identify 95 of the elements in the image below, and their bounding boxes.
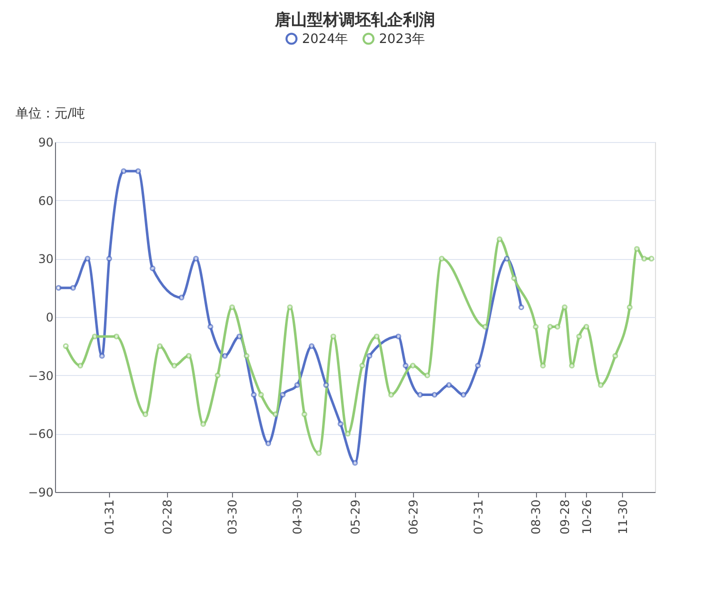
legend-label: 2023年 bbox=[379, 32, 426, 47]
point bbox=[359, 362, 366, 368]
point bbox=[634, 246, 640, 252]
point bbox=[410, 362, 416, 368]
point bbox=[424, 372, 430, 378]
point bbox=[214, 372, 221, 378]
point bbox=[366, 353, 372, 359]
point bbox=[568, 362, 575, 368]
x-tick-label: 11-30 bbox=[616, 500, 630, 534]
y-axis-title: 单位：元/吨 bbox=[16, 106, 85, 122]
x-tick-label: 09-28 bbox=[558, 500, 572, 534]
point bbox=[77, 362, 84, 368]
point bbox=[280, 392, 286, 398]
point bbox=[142, 411, 148, 418]
point bbox=[460, 392, 466, 398]
x-tick-label: 02-28 bbox=[160, 500, 175, 534]
y-tick-label: −60 bbox=[28, 427, 54, 442]
point bbox=[352, 460, 358, 466]
chart-title: 唐山型材调坯轧企利润 bbox=[274, 10, 435, 29]
point bbox=[92, 334, 98, 340]
point bbox=[178, 294, 184, 300]
point bbox=[547, 324, 554, 330]
point bbox=[532, 324, 539, 330]
legend-label: 2024年 bbox=[302, 32, 348, 47]
point bbox=[302, 411, 308, 418]
y-tick-label: −90 bbox=[28, 486, 54, 500]
x-tick-label: 08-30 bbox=[529, 500, 544, 534]
point bbox=[648, 256, 654, 262]
point bbox=[504, 256, 510, 262]
point bbox=[338, 421, 344, 427]
point bbox=[294, 382, 300, 388]
point bbox=[612, 353, 618, 359]
point bbox=[265, 440, 272, 446]
x-tick-label: 01-31 bbox=[102, 500, 117, 534]
point bbox=[135, 168, 142, 174]
point bbox=[244, 353, 250, 359]
point bbox=[114, 334, 120, 340]
point bbox=[186, 353, 192, 359]
point bbox=[150, 266, 156, 272]
point bbox=[641, 256, 648, 262]
point bbox=[171, 362, 178, 368]
point bbox=[208, 324, 214, 330]
y-tick-label: −30 bbox=[28, 368, 54, 383]
point bbox=[200, 421, 206, 427]
point bbox=[540, 362, 546, 368]
point bbox=[323, 382, 329, 388]
x-tick-label: 10-26 bbox=[580, 500, 594, 534]
point bbox=[475, 362, 481, 368]
point bbox=[120, 168, 127, 174]
point bbox=[344, 430, 351, 437]
point bbox=[438, 256, 445, 262]
point bbox=[626, 304, 633, 310]
x-tick-label: 03-30 bbox=[226, 500, 240, 534]
point bbox=[316, 450, 322, 456]
point bbox=[70, 284, 76, 291]
point bbox=[496, 236, 502, 242]
point bbox=[417, 392, 423, 398]
point bbox=[402, 362, 408, 368]
point bbox=[250, 392, 257, 398]
point bbox=[432, 392, 438, 398]
point bbox=[229, 304, 235, 310]
x-tick-label: 06-29 bbox=[406, 500, 420, 534]
point bbox=[576, 334, 582, 340]
point bbox=[156, 343, 163, 350]
point bbox=[193, 256, 199, 262]
y-tick-label: 30 bbox=[38, 252, 54, 266]
point bbox=[106, 256, 112, 262]
point bbox=[446, 382, 452, 388]
point bbox=[562, 304, 568, 310]
x-tick-label: 07-31 bbox=[471, 500, 486, 534]
point bbox=[583, 324, 590, 330]
point bbox=[222, 353, 228, 359]
y-tick-label: 90 bbox=[38, 136, 54, 150]
x-tick-label: 04-30 bbox=[290, 500, 305, 534]
y-tick-label: 60 bbox=[38, 194, 54, 208]
point bbox=[388, 392, 394, 398]
point bbox=[511, 275, 517, 281]
point bbox=[236, 334, 242, 340]
point bbox=[84, 256, 90, 262]
point bbox=[272, 411, 278, 418]
point bbox=[258, 392, 264, 398]
point bbox=[287, 304, 293, 310]
x-tick-label: 05-29 bbox=[348, 500, 362, 534]
point bbox=[374, 334, 380, 340]
point bbox=[99, 353, 105, 359]
point bbox=[308, 343, 314, 350]
point bbox=[62, 343, 69, 350]
point bbox=[56, 284, 62, 291]
point bbox=[482, 324, 488, 330]
point bbox=[330, 334, 336, 340]
y-tick-label: 0 bbox=[46, 310, 54, 324]
point bbox=[396, 334, 402, 340]
point bbox=[518, 304, 524, 310]
point bbox=[554, 324, 560, 330]
point bbox=[598, 382, 604, 388]
